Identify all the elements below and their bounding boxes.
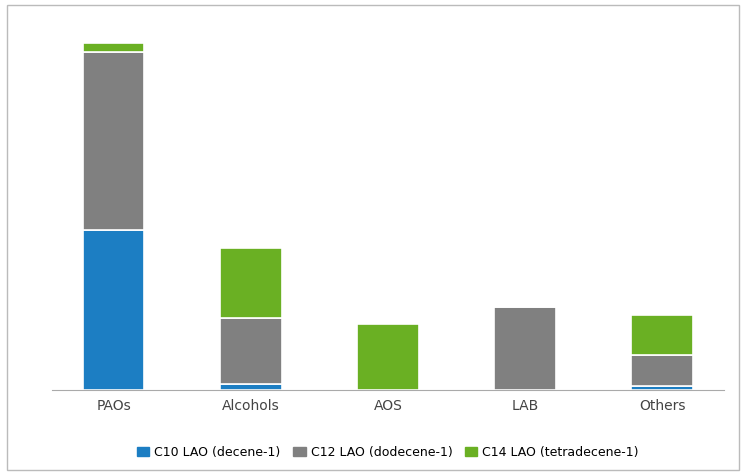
Bar [631,386,693,390]
Bar [83,52,145,230]
Bar [83,43,145,52]
Bar [220,384,282,389]
Legend: C10 LAO (decene-1), C12 LAO (dodecene-1), C14 LAO (tetradecene-1): C10 LAO (decene-1), C12 LAO (dodecene-1)… [132,441,644,464]
Bar [83,230,145,390]
Bar [631,315,693,355]
Bar [631,355,693,386]
Bar [220,248,282,318]
Bar [494,307,556,389]
Bar [357,324,419,390]
Bar [220,318,282,384]
